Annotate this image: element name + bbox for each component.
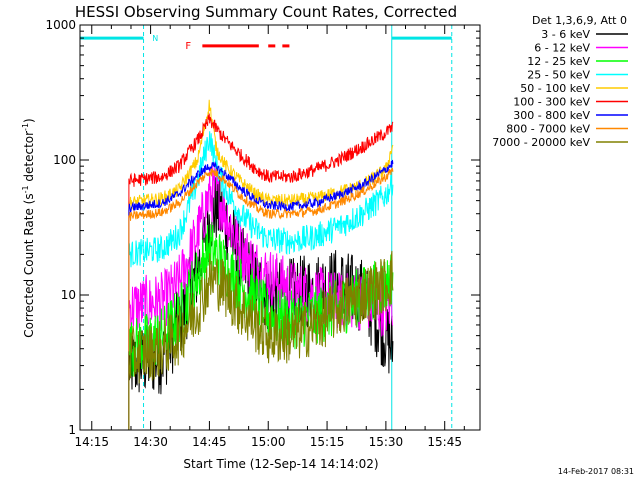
series-line-6: [128, 159, 394, 430]
legend-label-7: 800 - 7000 keV: [506, 123, 590, 136]
footer-date: 14-Feb-2017 08:31: [558, 467, 634, 476]
x-tick-label-5: 15:30: [369, 435, 404, 449]
y-axis-label-mid: detector: [22, 131, 36, 186]
legend-label-5: 100 - 300 keV: [513, 96, 590, 109]
x-tick-label-2: 14:45: [192, 435, 227, 449]
y-axis-label-sup1: -1: [21, 185, 30, 193]
y-tick-label-0: 1: [68, 423, 76, 437]
y-tick-label-2: 100: [53, 153, 76, 167]
legend-label-1: 6 - 12 keV: [534, 42, 590, 55]
plot-content: NF: [80, 25, 453, 430]
series-line-8: [128, 250, 394, 430]
legend-label-8: 7000 - 20000 keV: [492, 136, 590, 149]
f-label: F: [185, 41, 191, 52]
y-axis-label-main: Corrected Count Rate (s: [22, 193, 36, 337]
y-axis-label: Corrected Count Rate (s-1 detector-1): [21, 118, 36, 337]
chart-title: HESSI Observing Summary Count Rates, Cor…: [75, 3, 457, 21]
y-tick-label-3: 1000: [45, 18, 76, 32]
y-axis-label-end: ): [22, 118, 36, 123]
x-tick-label-4: 15:15: [310, 435, 345, 449]
series-line-3: [128, 131, 394, 430]
x-tick-label-3: 15:00: [251, 435, 286, 449]
legend-label-3: 25 - 50 keV: [527, 69, 590, 82]
legend-header: Det 1,3,6,9, Att 0: [532, 14, 627, 27]
legend-label-2: 12 - 25 keV: [527, 55, 590, 68]
series-line-7: [128, 167, 394, 430]
x-tick-label-0: 14:15: [74, 435, 109, 449]
y-tick-label-1: 10: [61, 288, 76, 302]
x-tick-label-1: 14:30: [133, 435, 168, 449]
n-label: N: [152, 34, 158, 43]
x-axis-label: Start Time (12-Sep-14 14:14:02): [183, 457, 378, 471]
x-tick-label-6: 15:45: [427, 435, 462, 449]
y-axis-label-sup2: -1: [21, 123, 30, 131]
legend-label-4: 50 - 100 keV: [520, 82, 590, 95]
axis-ticks: 14:15 14:30 14:45 15:00 15:15 15:30 15:45 1 10 10…: [45, 18, 480, 449]
series-line-5: [128, 113, 394, 430]
plot-frame: [79, 24, 481, 431]
legend-label-6: 300 - 800 keV: [513, 109, 590, 122]
legend-label-0: 3 - 6 keV: [541, 28, 590, 41]
